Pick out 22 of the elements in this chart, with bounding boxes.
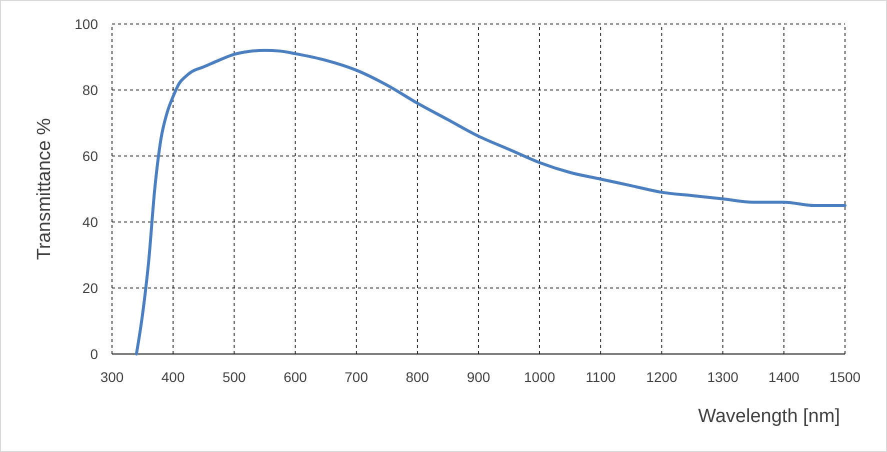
y-tick-label: 40 (82, 214, 98, 230)
x-tick-label: 600 (284, 369, 308, 385)
x-tick-label: 1100 (586, 369, 616, 385)
x-tick-label: 700 (344, 369, 368, 385)
y-axis-title: Transmittance % (34, 118, 55, 260)
line-series (134, 48, 846, 356)
x-tick-label: 1200 (646, 369, 678, 385)
x-tick-label: 800 (406, 369, 430, 385)
x-tick-label: 500 (222, 369, 246, 385)
x-tick-label: 1000 (524, 369, 556, 385)
x-tick-label: 900 (466, 369, 490, 385)
x-tick-label: 300 (100, 369, 124, 385)
x-tick-label: 1300 (707, 369, 739, 385)
x-axis-title: Wavelength [nm] (698, 406, 840, 427)
x-tick-label: 1400 (768, 369, 800, 385)
y-tick-label: 20 (82, 280, 98, 296)
y-tick-label: 100 (74, 16, 98, 32)
y-tick-label: 60 (82, 148, 98, 164)
y-tick-label: 80 (82, 82, 98, 98)
x-tick-label: 400 (161, 369, 185, 385)
x-tick-label: 1500 (829, 369, 861, 385)
y-tick-label: 0 (90, 346, 98, 362)
